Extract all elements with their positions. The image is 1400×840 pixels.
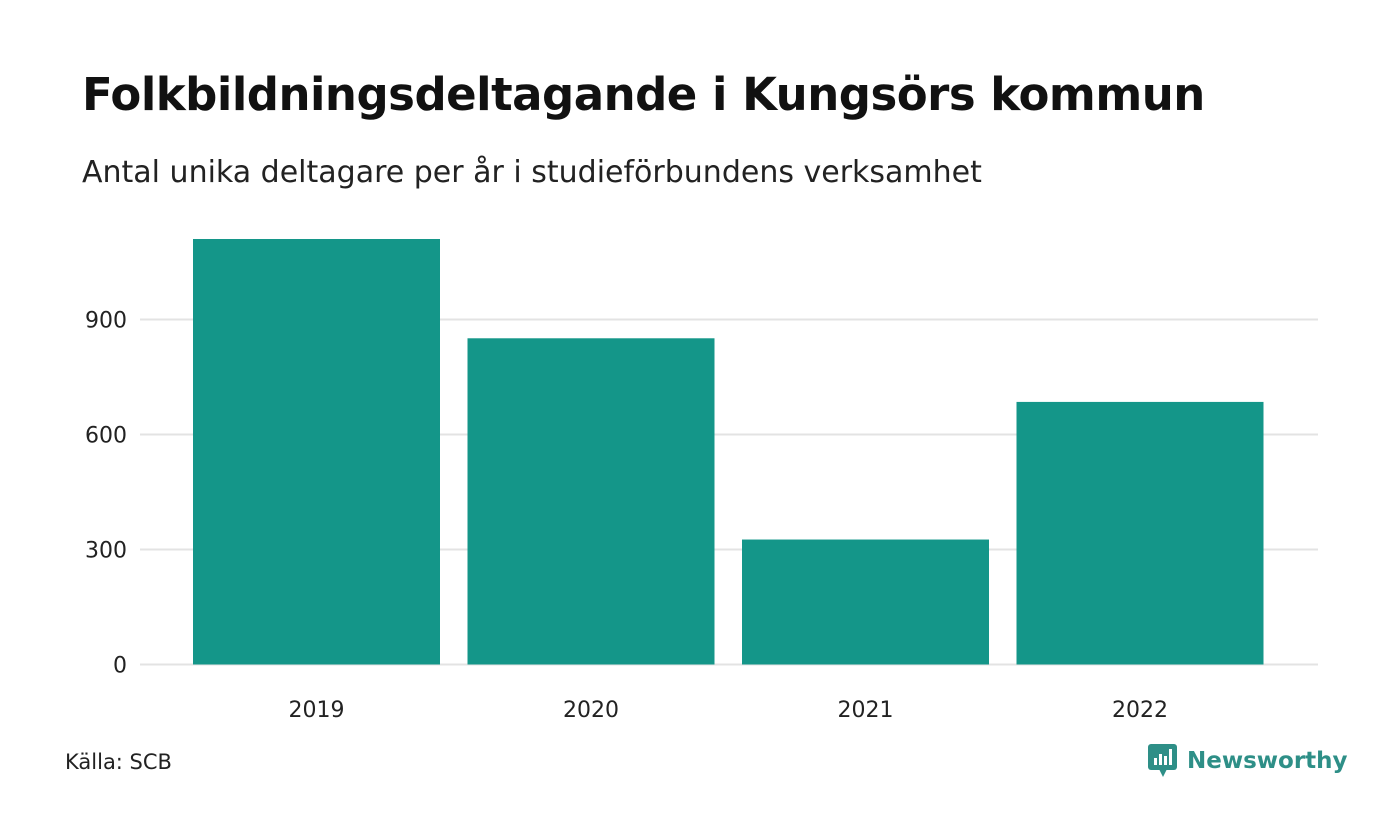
y-tick-label: 300 — [85, 539, 127, 564]
bars — [193, 239, 1264, 665]
x-axis-ticks: 2019 2020 2021 2022 — [289, 698, 1169, 723]
bar-2019 — [193, 239, 440, 665]
bar-2021 — [742, 539, 989, 665]
newsworthy-brand: Newsworthy — [1148, 743, 1348, 779]
bar-chart: 0 300 600 900 2019 2020 2021 2022 — [85, 239, 1318, 723]
y-tick-label: 600 — [85, 424, 127, 449]
chart-subtitle: Antal unika deltagare per år i studieför… — [82, 155, 982, 190]
y-axis-ticks: 0 300 600 900 — [85, 309, 127, 679]
x-tick-label: 2019 — [289, 698, 345, 723]
x-tick-label: 2020 — [563, 698, 619, 723]
newsworthy-logo-icon — [1148, 744, 1177, 777]
x-tick-label: 2022 — [1112, 698, 1168, 723]
bar-2020 — [467, 338, 715, 665]
y-tick-label: 900 — [85, 309, 127, 334]
brand-name: Newsworthy — [1187, 748, 1348, 774]
x-tick-label: 2021 — [838, 698, 894, 723]
y-tick-label: 0 — [113, 654, 127, 679]
source-note: Källa: SCB — [65, 750, 172, 774]
chart-title: Folkbildningsdeltagande i Kungsörs kommu… — [82, 68, 1205, 121]
bar-2022 — [1016, 401, 1264, 665]
